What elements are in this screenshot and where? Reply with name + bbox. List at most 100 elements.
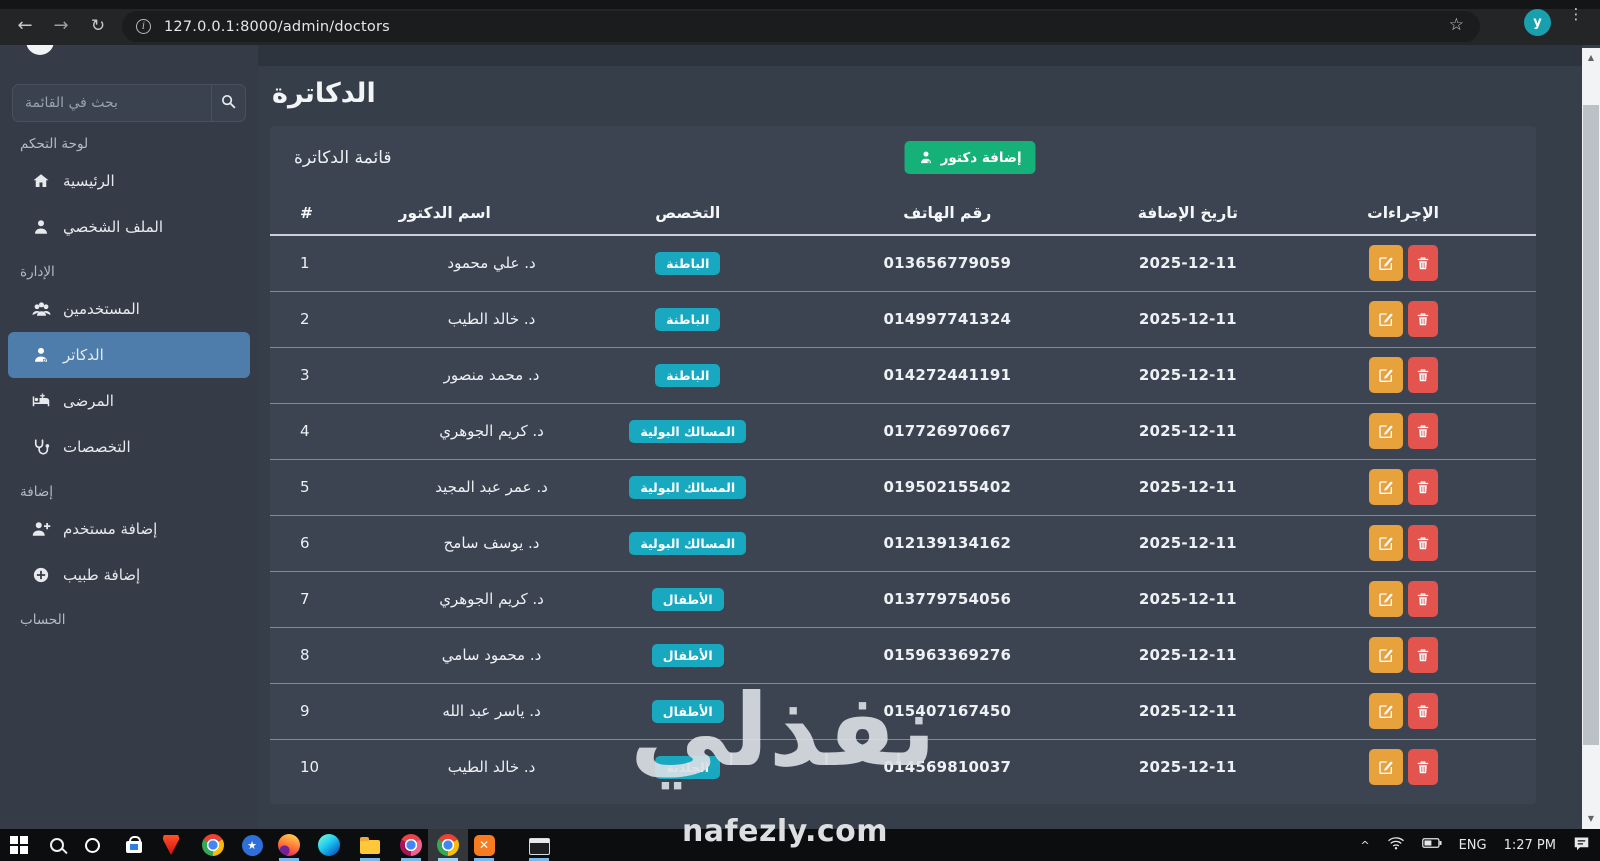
browser-top-strip [0,0,1600,9]
bookmark-star-icon[interactable]: ☆ [1448,15,1464,35]
browser-reload-button[interactable]: ↻ [90,16,106,36]
edit-button[interactable] [1368,581,1403,617]
actions-cell [1270,626,1536,683]
sidebar-search [12,84,246,122]
sidebar-item-label: إضافة مستخدم [63,520,158,538]
browser-forward-button[interactable]: → [53,15,69,36]
header-actions: الإجراءات [1270,191,1536,236]
start-button[interactable] [7,833,31,857]
edge-icon[interactable] [317,833,341,857]
file-explorer-icon[interactable] [358,833,382,857]
delete-button[interactable] [1407,301,1438,337]
delete-button[interactable] [1407,749,1438,786]
search-button[interactable] [211,85,245,121]
delete-button[interactable] [1407,525,1438,561]
trash-icon [1416,368,1430,383]
edit-button[interactable] [1368,637,1403,673]
running-indicator [360,858,380,861]
edit-button[interactable] [1368,413,1403,449]
star-app-icon[interactable]: ★ [240,833,264,857]
delete-button[interactable] [1407,413,1438,449]
language-indicator[interactable]: ENG [1458,837,1487,853]
doctor-name-cell: د. خالد الطيب [396,290,587,347]
section-account: الحساب [20,612,66,628]
sidebar-item-doctors[interactable]: الدكاتر [8,332,250,378]
date-cell: 2025-12-11 [1105,402,1271,459]
phone-cell: 013779754056 [789,570,1106,627]
table-row: 1 د. علي محمود الباطنة 013656779059 2025… [270,235,1536,291]
chrome-icon[interactable] [201,833,225,857]
actions-cell [1270,235,1536,291]
table-row: 4 د. كريم الجوهري المسالك البولية 017726… [270,402,1536,459]
add-doctor-button[interactable]: إضافة دكتور [904,141,1036,174]
browser-back-button[interactable]: ← [17,15,33,36]
table-row: 3 د. محمد منصور الباطنة 014272441191 202… [270,346,1536,403]
site-info-icon[interactable]: i [136,19,151,34]
sidebar-item-users[interactable]: المستخدمين [8,286,250,332]
sidebar-item-add-doctor[interactable]: إضافة طبيب [8,552,250,598]
edit-button[interactable] [1368,357,1403,393]
brave-icon[interactable] [159,833,183,857]
chrome-active-icon[interactable] [436,833,460,857]
delete-button[interactable] [1407,693,1438,729]
notification-icon[interactable] [1573,836,1590,855]
doctor-name-cell: د. خالد الطيب [396,738,587,795]
battery-icon[interactable] [1421,837,1442,853]
chrome-profile-icon[interactable] [399,833,423,857]
terminal-icon[interactable] [527,833,551,857]
doctor-name-cell: د. كريم الجوهري [396,402,587,459]
phone-cell: 014272441191 [789,346,1106,403]
table-row: 6 د. يوسف سامح المسالك البولية 012139134… [270,514,1536,571]
section-add: إضافة [20,484,54,500]
browser-menu-icon[interactable]: ⋮ [1568,5,1584,23]
date-cell: 2025-12-11 [1105,682,1271,739]
address-bar[interactable]: i 127.0.0.1:8000/admin/doctors ☆ [122,11,1480,42]
edit-button[interactable] [1368,469,1403,505]
running-indicator [401,858,421,861]
clock[interactable]: 1:27 PM [1503,837,1556,853]
table-row: 2 د. خالد الطيب الباطنة 014997741324 202… [270,290,1536,347]
sidebar-item-specialties[interactable]: التخصصات [8,424,250,470]
edit-button[interactable] [1368,693,1403,729]
home-icon [30,172,52,190]
sidebar-item-home[interactable]: الرئيسية [8,158,250,204]
taskbar: ★ ✕ ^ ENG 1:27 PM [0,829,1600,861]
search-input[interactable] [13,95,211,111]
xampp-icon[interactable]: ✕ [472,833,496,857]
sidebar-item-add-user[interactable]: إضافة مستخدم [8,506,250,552]
firefox-icon[interactable] [277,833,301,857]
table-row: 10 د. خالد الطيب الجلدية 014569810037 20… [270,738,1536,795]
edit-button[interactable] [1368,749,1403,786]
edit-button[interactable] [1368,245,1403,282]
delete-button[interactable] [1407,581,1438,617]
page-scrollbar[interactable]: ▲ ▼ [1582,48,1600,829]
system-tray: ^ ENG 1:27 PM [1360,829,1590,861]
date-cell: 2025-12-11 [1105,626,1271,683]
delete-button[interactable] [1407,357,1438,393]
delete-button[interactable] [1407,245,1438,282]
edit-button[interactable] [1368,525,1403,561]
doctor-name-cell: د. كريم الجوهري [396,570,587,627]
delete-button[interactable] [1407,469,1438,505]
scrollbar-up-icon[interactable]: ▲ [1587,53,1595,62]
wifi-icon[interactable] [1387,836,1405,854]
running-indicator [529,858,549,861]
actions-cell [1270,290,1536,347]
delete-button[interactable] [1407,637,1438,673]
browser-profile-avatar[interactable]: y [1524,9,1551,36]
scrollbar-thumb[interactable] [1583,105,1599,745]
url-text[interactable]: 127.0.0.1:8000/admin/doctors [164,18,390,35]
cortana-icon[interactable] [80,833,104,857]
row-number: 1 [300,254,310,273]
sidebar-item-patients[interactable]: المرضى [8,378,250,424]
scrollbar-down-icon[interactable]: ▼ [1587,814,1595,823]
taskbar-search-icon[interactable] [45,833,69,857]
ms-store-icon[interactable] [122,833,146,857]
tray-chevron-icon[interactable]: ^ [1360,838,1370,852]
section-admin: الإدارة [20,264,55,280]
edit-button[interactable] [1368,301,1403,337]
sidebar-item-profile[interactable]: الملف الشخصي [8,204,250,250]
user-plus-icon [30,520,52,538]
edit-icon [1378,311,1394,327]
sidebar-item-label: الملف الشخصي [63,218,163,236]
